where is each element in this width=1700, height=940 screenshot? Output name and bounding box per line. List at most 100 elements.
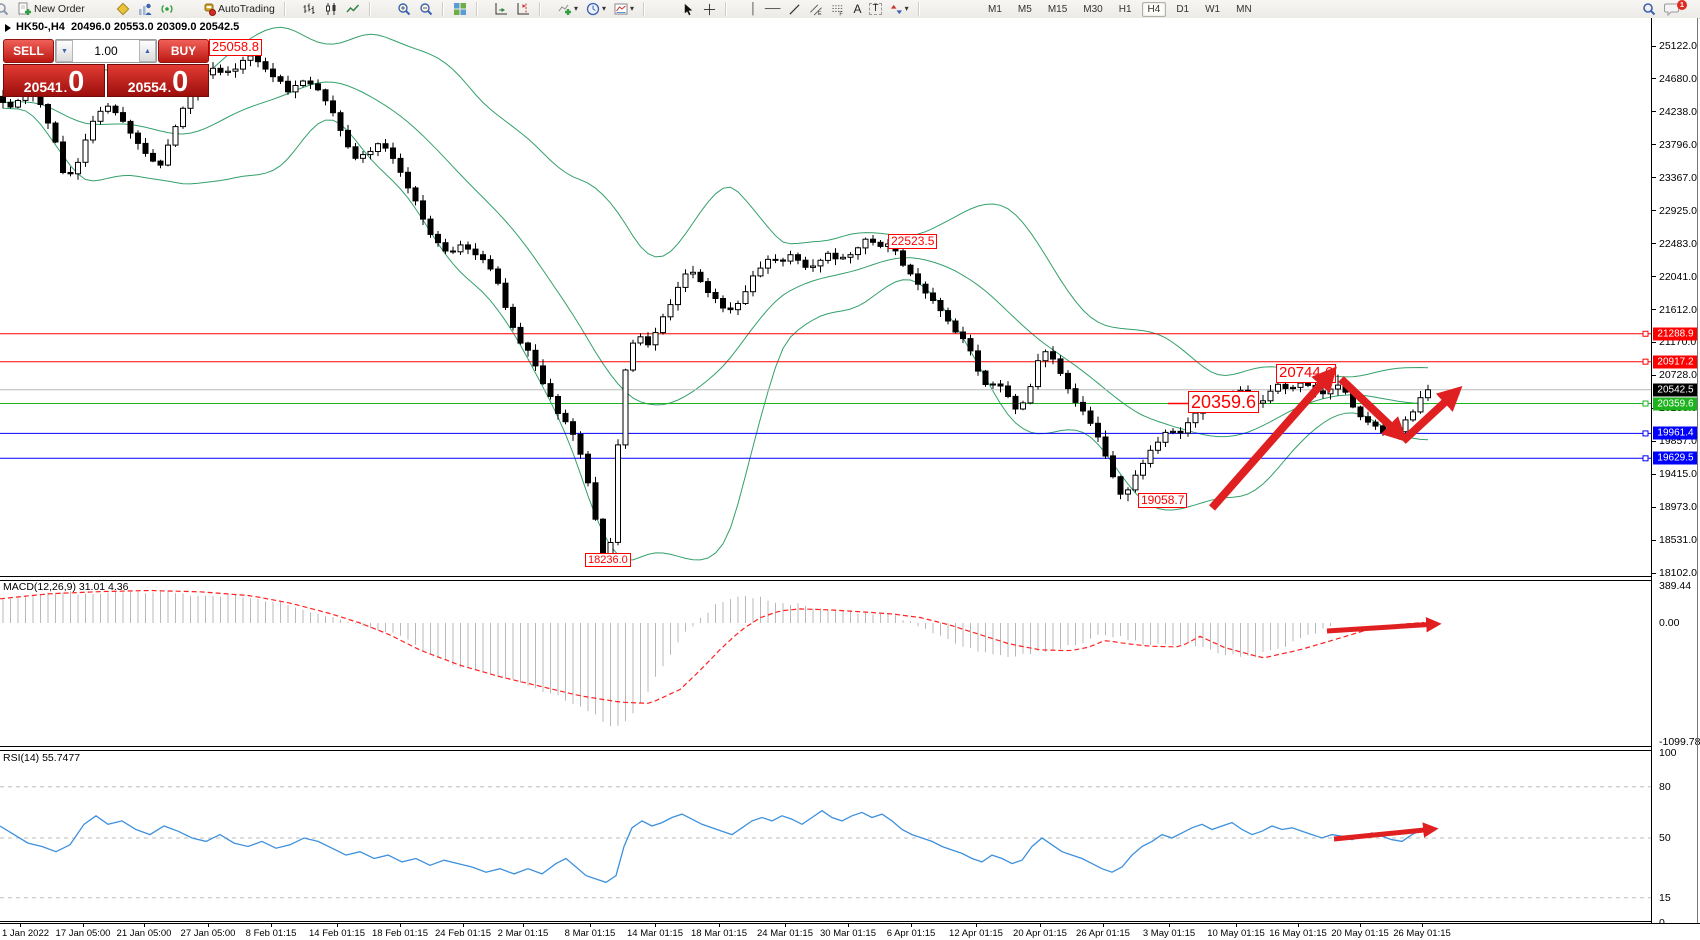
objects-group: │ ── E F A T [748, 0, 923, 18]
candlestick-chart-button[interactable] [322, 1, 340, 17]
volume-decrease-button[interactable]: ▼ [56, 40, 73, 62]
price-tick [1652, 276, 1656, 278]
text-label-button[interactable]: T [867, 1, 883, 17]
sell-price-panel[interactable]: 20541. 0 [3, 64, 105, 97]
price-annotation-18236.0[interactable]: 18236.0 [585, 553, 631, 568]
toolbar-separator [725, 2, 727, 16]
price-tick-label: 18973.0 [1659, 501, 1697, 514]
main-chart-canvas[interactable] [0, 18, 1651, 578]
arrows-caret-icon: ▾ [904, 4, 909, 13]
channel-icon: E [810, 4, 823, 16]
search-icon [1643, 3, 1656, 16]
time-tick [1169, 924, 1170, 927]
macd-histogram [0, 589, 1425, 727]
time-axis-label: 8 Mar 01:15 [564, 928, 616, 939]
toolbar-separator [643, 2, 646, 16]
timeframe-button-m30[interactable]: M30 [1083, 3, 1103, 15]
new-order-label: New Order [34, 3, 85, 15]
price-annotation-25058.8[interactable]: 25058.8 [209, 39, 262, 56]
timeframe-button-mn[interactable]: MN [1236, 3, 1252, 15]
zoom-in-button[interactable] [395, 1, 413, 17]
volume-input[interactable] [73, 40, 139, 62]
toolbar-right-group: 1 [1640, 0, 1687, 18]
time-axis-label: 16 May 01:15 [1269, 928, 1327, 939]
arrows-object-button[interactable]: ▾ [888, 1, 911, 17]
crosshair-button[interactable] [701, 1, 718, 17]
chart-shift-button[interactable] [514, 1, 532, 17]
timeframe-button-m15[interactable]: M15 [1047, 3, 1068, 15]
price-annotation-20359.6[interactable]: 20359.6 [1188, 391, 1260, 414]
spinner-up-icon: ▲ [144, 47, 151, 55]
time-axis-label: 18 Feb 01:15 [372, 928, 428, 939]
svg-text:E: E [818, 11, 822, 16]
price-tick [1652, 539, 1656, 541]
panels-group [114, 0, 176, 18]
macd-panel-canvas[interactable] [0, 580, 1651, 747]
chat-button[interactable]: 1 [1662, 0, 1687, 17]
new-order-icon [18, 2, 31, 15]
data-window-button[interactable] [136, 1, 154, 17]
timeframe-button-m1[interactable]: M1 [988, 3, 1002, 15]
templates-button[interactable]: ▾ [612, 1, 636, 17]
autotrading-button[interactable]: AutoTrading [200, 1, 277, 17]
navigator-button[interactable] [158, 1, 176, 17]
price-tick [1652, 45, 1656, 47]
price-annotation-22523.5[interactable]: 22523.5 [888, 234, 938, 250]
time-axis[interactable]: 1 Jan 2022 17 Jan 05:00 21 Jan 05:00 27 Jan… [0, 923, 1700, 940]
timeframe-button-d1[interactable]: D1 [1176, 3, 1190, 15]
template-icon [614, 3, 628, 15]
arrows-object-icon [890, 4, 902, 14]
price-annotation-20744.6[interactable]: 20744.6 [1276, 364, 1337, 383]
market-watch-button[interactable] [114, 1, 132, 17]
buy-button[interactable]: BUY [158, 39, 209, 63]
time-axis-label: 3 May 01:15 [1142, 928, 1196, 939]
auto-scroll-button[interactable] [492, 1, 510, 17]
tile-windows-icon [454, 3, 466, 15]
trendline-button[interactable] [786, 1, 803, 17]
time-axis-label: 24 Feb 01:15 [435, 928, 491, 939]
toolbar: New Order [0, 0, 1700, 19]
price-tick [1652, 473, 1656, 475]
cursor-button[interactable] [680, 1, 697, 17]
buy-price-panel[interactable]: 20554. 0 [107, 64, 209, 97]
bar-chart-button[interactable] [300, 1, 318, 17]
search-button[interactable] [1640, 1, 1658, 17]
indicators-add-icon [558, 4, 571, 15]
sell-button[interactable]: SELL [3, 39, 54, 63]
rsi-tick-label: 15 [1659, 891, 1671, 904]
chart-expand-triangle-icon[interactable] [5, 24, 11, 32]
volume-increase-button[interactable]: ▲ [139, 40, 156, 62]
periods-button[interactable]: ▾ [584, 1, 608, 17]
tile-windows-button[interactable] [451, 1, 469, 17]
zoom-out-button[interactable] [417, 1, 435, 17]
indicators-button[interactable]: ▾ [556, 1, 580, 17]
price-axis[interactable]: 25122.0 24680.0 24238.0 23796.0 23367.0 22925… [1651, 18, 1700, 929]
price-tick-label: 22925.0 [1659, 204, 1697, 217]
indicators-group: ▾ ▾ ▾ [556, 0, 648, 18]
price-tick-label: 21612.0 [1659, 303, 1697, 316]
line-chart-button[interactable] [344, 1, 362, 17]
time-axis-label: 17 Jan 05:00 [55, 928, 111, 939]
auto-scroll-icon [495, 3, 507, 15]
fibonacci-button[interactable]: F [829, 1, 847, 17]
data-window-icon [139, 3, 152, 15]
timeframe-button-h1[interactable]: H1 [1118, 3, 1132, 15]
timeframe-button-m5[interactable]: M5 [1017, 3, 1032, 15]
text-button[interactable]: A [853, 2, 862, 16]
line-chart-icon [346, 4, 360, 13]
autotrading-label: AutoTrading [218, 3, 275, 15]
new-order-button[interactable]: New Order [16, 1, 87, 17]
price-annotation-19058.7[interactable]: 19058.7 [1138, 493, 1188, 509]
spinner-down-icon: ▼ [61, 47, 68, 55]
timeframe-button-h4[interactable]: H4 [1141, 1, 1167, 17]
volume-stepper: ▼ ▲ [55, 39, 157, 63]
vertical-line-button[interactable]: │ [750, 2, 757, 15]
time-tick [590, 924, 591, 927]
price-tick-label: 18102.0 [1659, 567, 1697, 579]
equidistant-channel-button[interactable]: E [807, 1, 825, 17]
timeframe-button-w1[interactable]: W1 [1205, 3, 1221, 15]
chart-shift-icon [517, 3, 529, 15]
horizontal-line-button[interactable]: ── [764, 2, 781, 15]
rsi-panel-canvas[interactable] [0, 750, 1651, 923]
time-axis-label: 14 Feb 01:15 [309, 928, 365, 939]
